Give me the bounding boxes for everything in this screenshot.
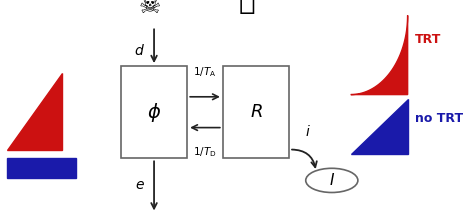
Text: no TRT: no TRT xyxy=(415,112,463,125)
Circle shape xyxy=(306,168,358,192)
Polygon shape xyxy=(351,15,408,95)
Text: $d$: $d$ xyxy=(135,43,145,58)
Polygon shape xyxy=(7,73,62,150)
Text: $1/T_\mathrm{D}$: $1/T_\mathrm{D}$ xyxy=(193,145,217,159)
Text: $\phi$: $\phi$ xyxy=(147,101,161,124)
Text: $1/T_\mathrm{A}$: $1/T_\mathrm{A}$ xyxy=(193,66,217,79)
Text: $e$: $e$ xyxy=(135,178,145,192)
Text: $R$: $R$ xyxy=(250,103,262,121)
Text: 🐝: 🐝 xyxy=(238,0,255,15)
FancyBboxPatch shape xyxy=(223,66,289,158)
Text: $i$: $i$ xyxy=(305,125,311,139)
Polygon shape xyxy=(351,99,408,154)
Text: TRT: TRT xyxy=(415,33,441,46)
FancyBboxPatch shape xyxy=(7,158,76,178)
Text: ☠: ☠ xyxy=(138,0,161,18)
FancyBboxPatch shape xyxy=(121,66,187,158)
Text: $I$: $I$ xyxy=(329,172,335,188)
